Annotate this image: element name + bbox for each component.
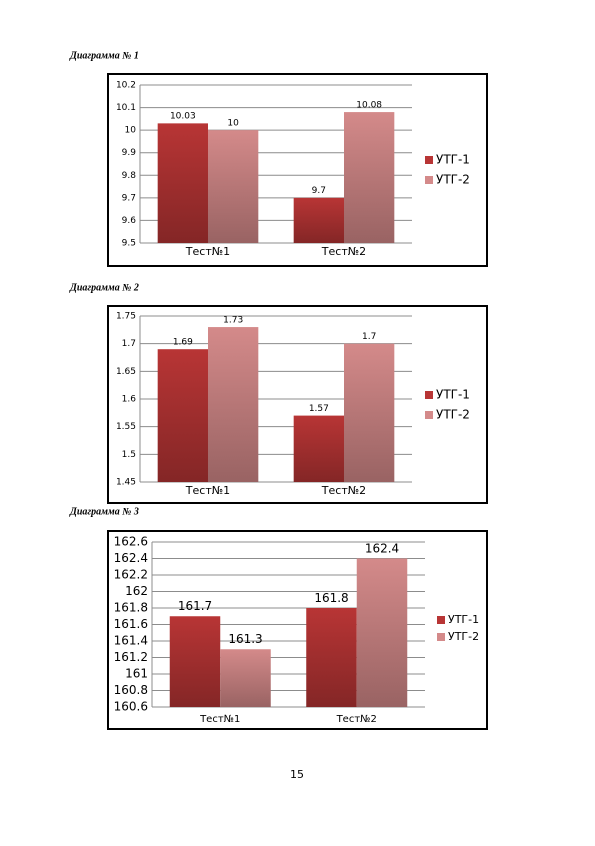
bar <box>306 608 357 707</box>
data-label: 161.8 <box>314 591 348 605</box>
y-tick-label: 1.65 <box>116 367 136 377</box>
y-tick-label: 161.6 <box>114 617 148 631</box>
y-tick-label: 1.45 <box>116 478 136 488</box>
x-tick-label: Тест№2 <box>336 714 377 725</box>
bar <box>208 130 259 243</box>
x-tick-label: Тест№2 <box>321 484 366 497</box>
legend-swatch <box>425 391 433 399</box>
data-label: 162.4 <box>365 541 399 555</box>
bar <box>356 558 408 707</box>
y-tick-label: 162.2 <box>114 568 148 582</box>
data-label: 1.69 <box>173 338 193 348</box>
legend-label: УТГ-1 <box>436 153 470 167</box>
data-label: 10 <box>227 118 239 128</box>
legend-swatch <box>437 616 445 624</box>
y-tick-label: 10.1 <box>116 103 136 113</box>
page-number: 15 <box>290 768 304 781</box>
y-tick-label: 9.6 <box>122 216 137 226</box>
y-tick-label: 162.6 <box>114 535 148 549</box>
y-tick-label: 10 <box>125 126 137 136</box>
legend-label: УТГ-2 <box>436 173 470 187</box>
chart-frame <box>107 530 488 730</box>
y-tick-label: 9.9 <box>122 148 137 158</box>
y-tick-label: 161 <box>125 667 148 681</box>
data-label: 161.3 <box>228 632 262 646</box>
chart-caption: Диаграмма № 1 <box>69 50 139 61</box>
y-tick-label: 9.7 <box>122 193 136 203</box>
data-label: 9.7 <box>312 186 326 196</box>
bar <box>344 343 395 482</box>
y-tick-label: 1.7 <box>122 339 136 349</box>
data-label: 1.57 <box>309 404 329 414</box>
y-tick-label: 1.75 <box>116 312 136 322</box>
bar <box>293 415 344 482</box>
data-label: 10.08 <box>356 100 382 110</box>
bar <box>157 349 208 482</box>
y-tick-label: 1.5 <box>122 450 136 460</box>
legend-swatch <box>425 176 433 184</box>
data-label: 10.03 <box>170 112 196 122</box>
y-tick-label: 160.8 <box>114 683 148 697</box>
x-tick-label: Тест№2 <box>321 245 366 258</box>
x-tick-label: Тест№1 <box>199 714 240 725</box>
legend-swatch <box>437 633 445 641</box>
y-tick-label: 1.55 <box>116 422 136 432</box>
x-tick-label: Тест№1 <box>185 245 230 258</box>
legend-swatch <box>425 411 433 419</box>
bar <box>157 123 208 243</box>
y-tick-label: 160.6 <box>114 700 148 714</box>
y-tick-label: 1.6 <box>122 395 137 405</box>
legend-label: УТГ-1 <box>448 613 479 626</box>
data-label: 1.73 <box>223 315 243 325</box>
y-tick-label: 162.4 <box>114 551 148 565</box>
bar <box>169 616 221 707</box>
bar <box>208 327 259 482</box>
y-tick-label: 161.4 <box>114 634 148 648</box>
legend-swatch <box>425 156 433 164</box>
legend-label: УТГ-2 <box>448 630 479 643</box>
y-tick-label: 161.8 <box>114 601 148 615</box>
bar <box>293 197 344 243</box>
legend-label: УТГ-1 <box>436 388 470 402</box>
chart-caption: Диаграмма № 2 <box>69 282 139 293</box>
y-tick-label: 10.2 <box>116 81 136 91</box>
y-tick-label: 162 <box>125 584 148 598</box>
legend-label: УТГ-2 <box>436 408 470 422</box>
x-tick-label: Тест№1 <box>185 484 230 497</box>
data-label: 1.7 <box>362 332 376 342</box>
y-tick-label: 9.8 <box>122 171 137 181</box>
chart-caption: Диаграмма № 3 <box>69 506 139 517</box>
y-tick-label: 9.5 <box>122 239 136 249</box>
bar <box>344 112 395 243</box>
data-label: 161.7 <box>178 599 212 613</box>
y-tick-label: 161.2 <box>114 650 148 664</box>
bar <box>220 649 271 707</box>
